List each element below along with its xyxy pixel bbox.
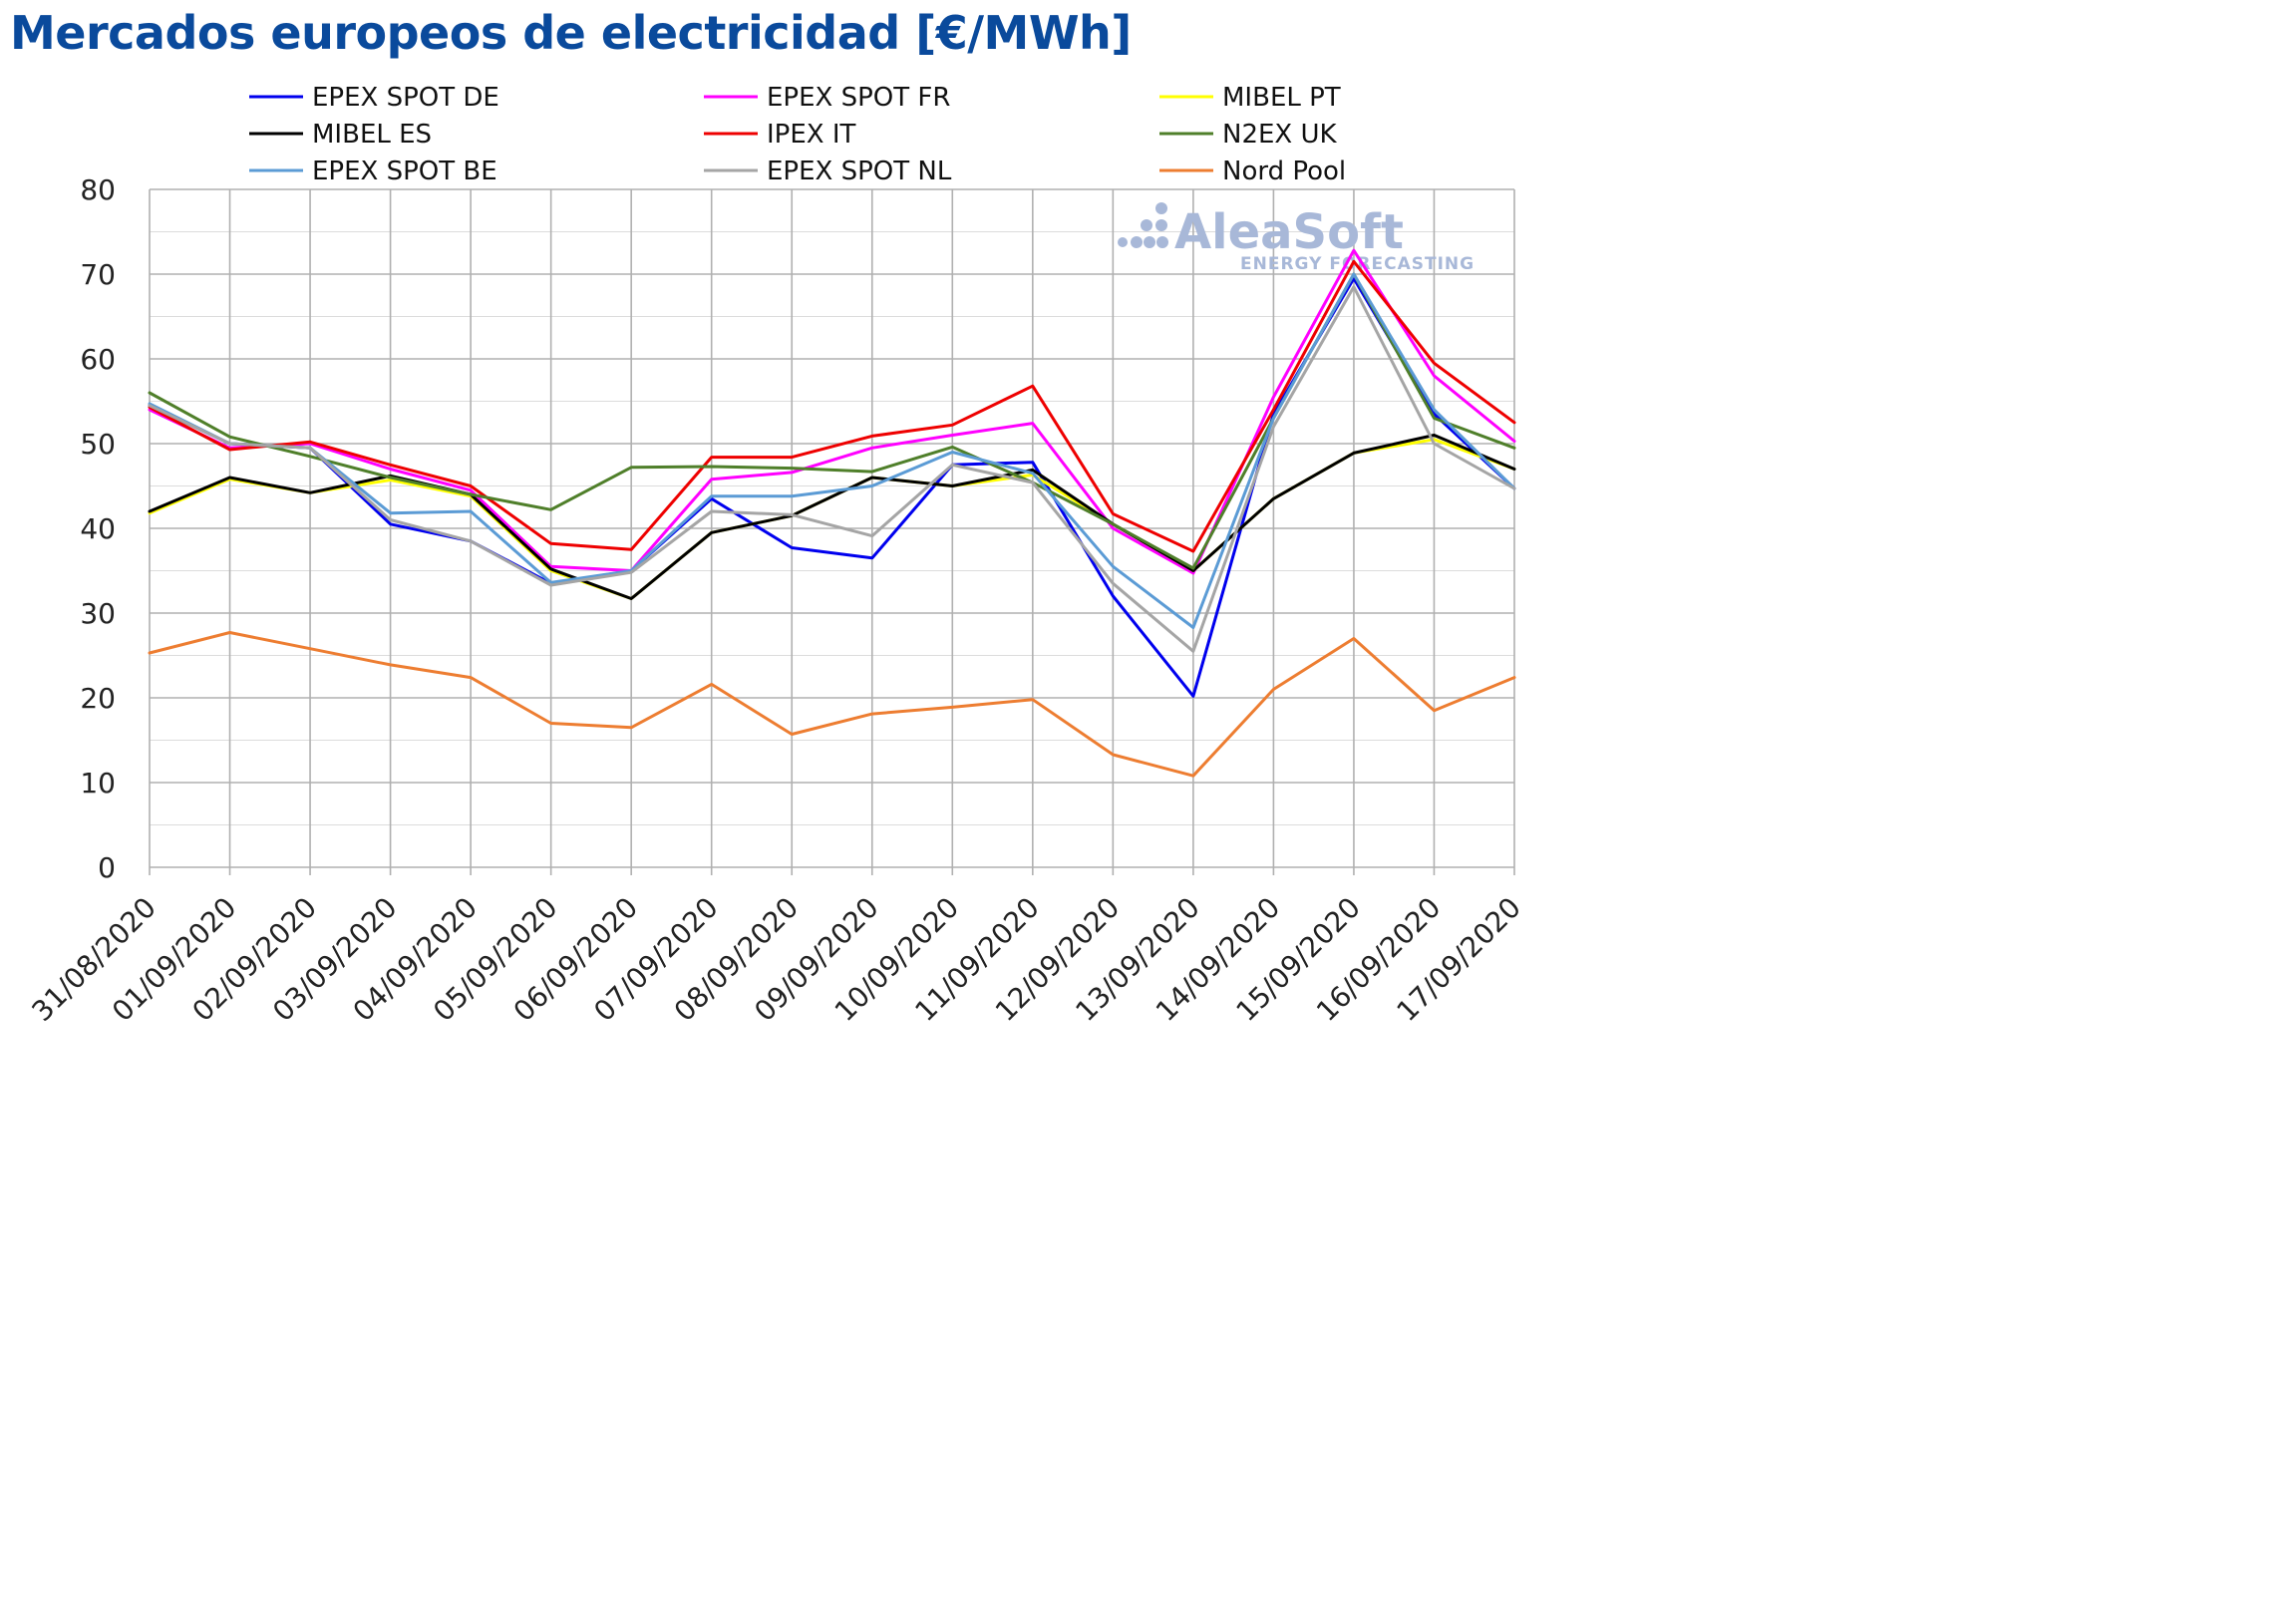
y-tick-label: 10 xyxy=(80,767,116,800)
x-axis-ticks: 31/08/202001/09/202002/09/202003/09/2020… xyxy=(25,891,1526,1028)
legend-item: EPEX SPOT FR xyxy=(704,83,950,113)
legend-label: MIBEL ES xyxy=(312,120,432,150)
legend-label: EPEX SPOT BE xyxy=(312,157,497,186)
y-tick-label: 80 xyxy=(80,173,116,206)
series-line-epex-spot-nl xyxy=(148,285,1516,653)
chart-grid xyxy=(149,188,1515,875)
y-tick-label: 40 xyxy=(80,512,116,545)
series-line-mibel-es xyxy=(148,434,1516,600)
legend-item: EPEX SPOT BE xyxy=(249,157,497,186)
aleasoft-logo-icon xyxy=(1118,202,1168,248)
legend-item: EPEX SPOT DE xyxy=(249,83,499,113)
y-tick-label: 20 xyxy=(80,682,116,715)
legend: EPEX SPOT DE EPEX SPOT FR MIBEL PT MIBEL ES… xyxy=(249,83,1346,186)
legend-item: IPEX IT xyxy=(704,120,856,150)
legend-item: MIBEL PT xyxy=(1159,83,1341,113)
y-tick-label: 0 xyxy=(98,851,116,884)
aleasoft-watermark: AleaSoft ENERGY FORECASTING xyxy=(1118,202,1474,274)
chart-title: Mercados europeos de electricidad [€/MWh… xyxy=(10,6,1132,60)
series-line-mibel-pt xyxy=(148,438,1516,600)
legend-item: EPEX SPOT NL xyxy=(704,157,952,186)
y-tick-label: 70 xyxy=(80,258,116,291)
legend-item: MIBEL ES xyxy=(249,120,432,150)
y-axis-ticks: 0 10 20 30 40 50 60 70 80 xyxy=(80,173,116,884)
series-line-epex-spot-fr xyxy=(148,248,1516,575)
series-line-nord-pool xyxy=(148,631,1516,778)
series-line-epex-spot-be xyxy=(148,272,1516,629)
legend-label: Nord Pool xyxy=(1222,157,1346,186)
legend-item: Nord Pool xyxy=(1159,157,1346,186)
legend-label: N2EX UK xyxy=(1222,120,1338,150)
legend-label: IPEX IT xyxy=(767,120,856,150)
legend-label: MIBEL PT xyxy=(1222,83,1341,113)
series-lines xyxy=(148,248,1516,778)
y-tick-label: 60 xyxy=(80,343,116,376)
y-tick-label: 30 xyxy=(80,597,116,630)
legend-label: EPEX SPOT DE xyxy=(312,83,499,113)
line-chart: AleaSoft ENERGY FORECASTING 0 10 20 30 40 50 6… xyxy=(25,83,1526,1028)
legend-item: N2EX UK xyxy=(1159,120,1338,150)
aleasoft-brand-text: AleaSoft xyxy=(1174,204,1404,260)
legend-label: EPEX SPOT FR xyxy=(767,83,950,113)
legend-label: EPEX SPOT NL xyxy=(767,157,952,186)
y-tick-label: 50 xyxy=(80,428,116,461)
series-line-ipex-it xyxy=(148,259,1516,553)
